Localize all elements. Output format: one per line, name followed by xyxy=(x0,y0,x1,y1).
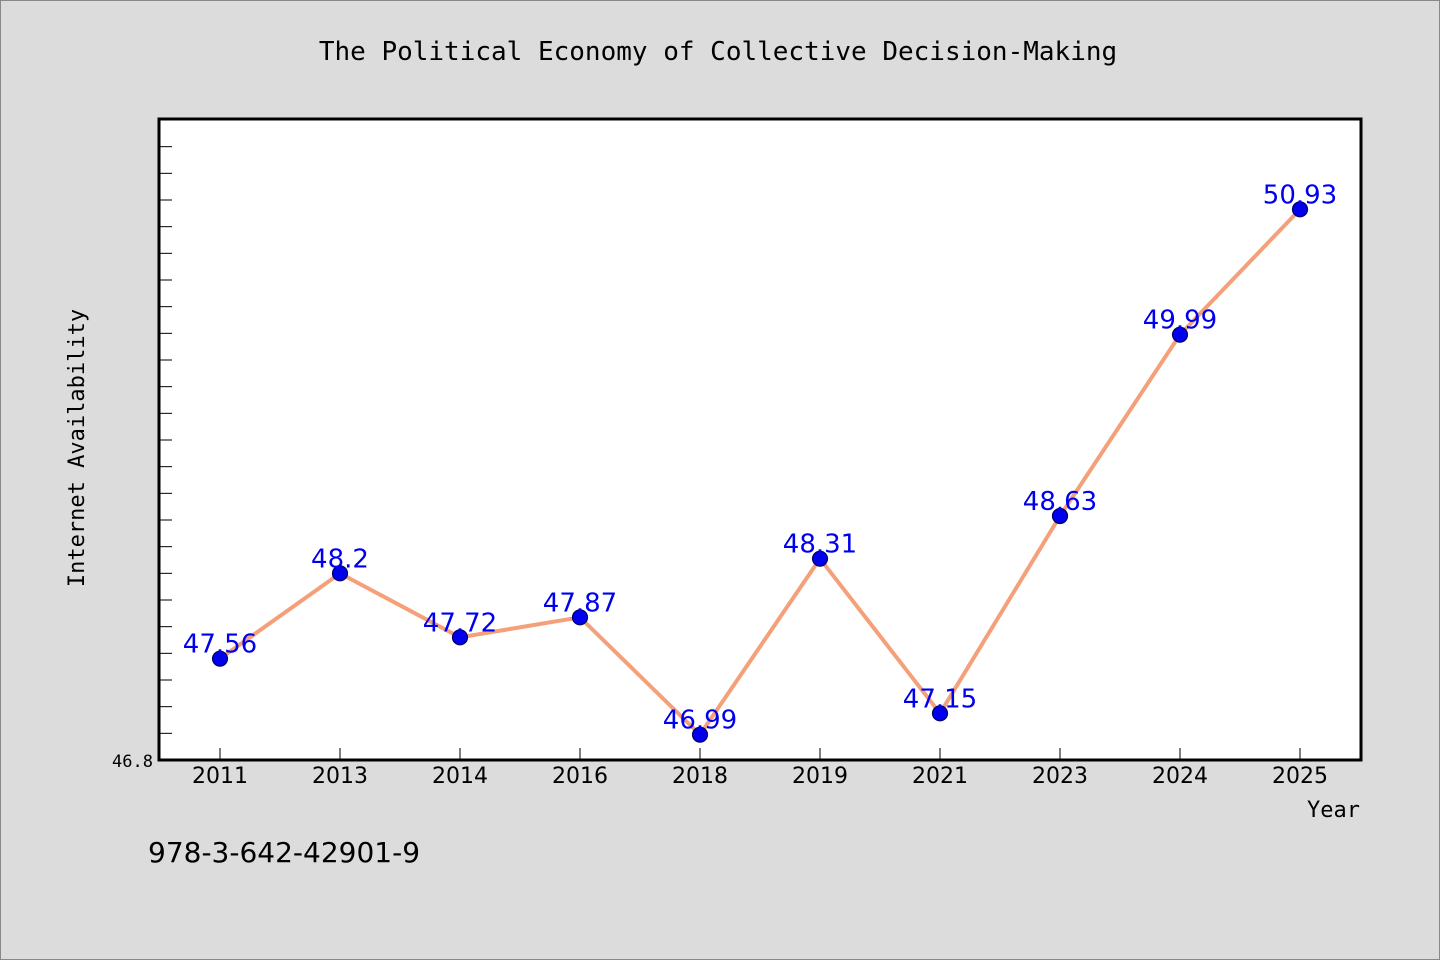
data-point xyxy=(571,609,589,626)
x-tick-label: 2023 xyxy=(1032,764,1088,789)
chart-title: The Political Economy of Collective Deci… xyxy=(319,37,1117,67)
footer-isbn: 978-3-642-42901-9 xyxy=(148,836,420,869)
x-axis-label: Year xyxy=(1307,798,1360,823)
x-tick-label: 2019 xyxy=(792,764,848,789)
data-label: 46.99 xyxy=(663,706,737,736)
series-layer: 47.56 48.2 47.72 47.87 46.99 48.31 47.15 48.63 4… xyxy=(183,180,1337,743)
data-point xyxy=(931,705,949,722)
x-tick-label: 2014 xyxy=(432,764,488,789)
data-point xyxy=(1051,507,1069,525)
data-label: 49.99 xyxy=(1143,306,1217,336)
data-point xyxy=(691,726,709,743)
data-label: 47.56 xyxy=(183,630,257,660)
data-point xyxy=(811,550,829,567)
x-tick-label: 2024 xyxy=(1152,764,1208,789)
data-label: 47.87 xyxy=(543,588,617,618)
data-point xyxy=(331,565,349,582)
data-label: 47.72 xyxy=(423,608,497,638)
x-tick-label: 2021 xyxy=(912,764,968,789)
series-line xyxy=(218,207,1302,737)
data-label: 48.2 xyxy=(311,544,369,574)
plot-area xyxy=(157,117,1363,762)
x-tick-label: 2011 xyxy=(192,764,248,789)
x-tick-label: 2016 xyxy=(552,764,608,789)
data-label: 48.31 xyxy=(783,530,857,560)
data-label: 50.93 xyxy=(1263,180,1337,210)
x-tick-label: 2013 xyxy=(312,764,368,789)
data-label: 47.15 xyxy=(903,684,977,714)
x-tick-label: 2018 xyxy=(672,764,728,789)
data-label: 48.63 xyxy=(1023,487,1097,517)
y-axis-label: Internet Availability xyxy=(65,309,90,587)
y-tick-label-min: 46.8 xyxy=(112,752,153,772)
data-point xyxy=(1291,201,1309,218)
data-point xyxy=(451,629,469,646)
x-axis-ticks: 2011 2013 2014 2016 2018 2019 2021 2023 2024 2025 xyxy=(192,748,1328,789)
data-point xyxy=(1171,326,1189,343)
x-tick-label: 2025 xyxy=(1272,764,1328,789)
y-axis-ticks xyxy=(160,146,172,734)
data-point xyxy=(211,650,229,667)
